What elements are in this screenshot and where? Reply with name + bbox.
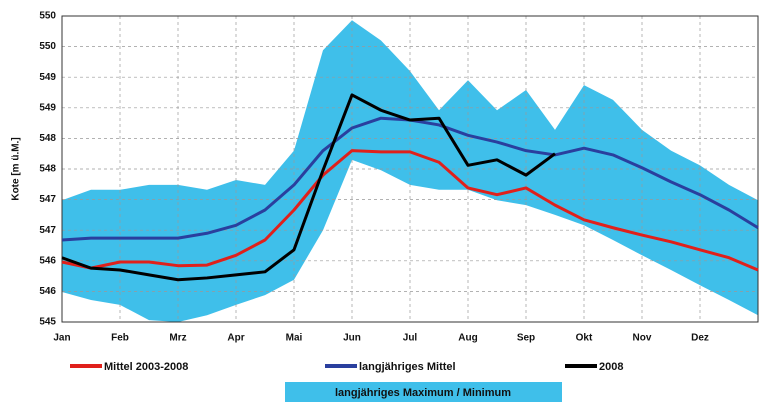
y-tick-label: 547 <box>39 225 56 236</box>
x-tick-label: Jan <box>53 333 70 344</box>
x-tick-label: Mai <box>286 333 303 344</box>
legend-label: 2008 <box>599 361 623 373</box>
x-tick-label: Apr <box>227 333 244 344</box>
y-tick-label: 548 <box>39 164 56 175</box>
x-tick-label: Dez <box>691 333 709 344</box>
x-tick-label: Feb <box>111 333 129 344</box>
x-tick-label: Mrz <box>169 333 186 344</box>
series-line <box>61 93 556 282</box>
legend-swatch <box>285 382 562 402</box>
y-tick-label: 545 <box>39 317 56 328</box>
y-tick-label: 547 <box>39 194 56 205</box>
series-line <box>61 149 759 272</box>
y-tick-label: 546 <box>39 255 56 266</box>
x-tick-label: Jul <box>403 333 418 344</box>
y-tick-label: 548 <box>39 133 56 144</box>
y-tick-label: 546 <box>39 286 56 297</box>
x-tick-label: Nov <box>633 333 652 344</box>
y-tick-label: 550 <box>39 41 56 52</box>
legend-label: Mittel 2003-2008 <box>104 361 188 373</box>
plot-frame <box>61 15 759 323</box>
y-tick-label: 549 <box>39 72 56 83</box>
y-tick-label: 550 <box>39 11 56 22</box>
legend-label: langjähriges Mittel <box>359 361 456 373</box>
x-tick-label: Jun <box>343 333 361 344</box>
legend-label: langjähriges Maximum / Minimum <box>335 387 511 399</box>
y-axis-label: Kote [m ü.M.] <box>11 137 22 200</box>
x-tick-label: Sep <box>517 333 535 344</box>
y-tick-label: 549 <box>39 102 56 113</box>
x-tick-label: Aug <box>458 333 477 344</box>
x-tick-label: Okt <box>576 333 593 344</box>
